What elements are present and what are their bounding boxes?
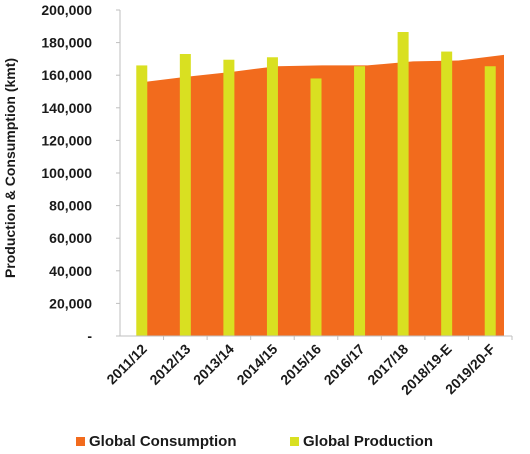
y-tick-label: 160,000 xyxy=(41,67,92,83)
y-tick-label: 200,000 xyxy=(41,2,92,18)
y-tick-label: 60,000 xyxy=(49,230,92,246)
legend-label-consumption: Global Consumption xyxy=(89,433,237,450)
bar-production-2019/20-F xyxy=(484,66,496,337)
y-tick-label: 140,000 xyxy=(41,100,92,116)
y-tick-label: 120,000 xyxy=(41,132,92,148)
legend-swatch-consumption xyxy=(76,437,85,446)
legend-label-production: Global Production xyxy=(303,433,433,450)
y-tick-label: 180,000 xyxy=(41,35,92,51)
x-tick-label: 2014/15 xyxy=(233,341,280,388)
bar-production-2011/12 xyxy=(136,65,148,337)
bar-production-2013/14 xyxy=(223,59,235,337)
x-tick-label: 2016/17 xyxy=(321,341,368,388)
x-tick-label: 2012/13 xyxy=(146,341,193,388)
bar-production-2016/17 xyxy=(354,66,366,337)
bar-production-2015/16 xyxy=(310,78,322,337)
y-tick-label: 20,000 xyxy=(49,295,92,311)
y-tick-label: 100,000 xyxy=(41,165,92,181)
chart-legend: Global Consumption Global Production xyxy=(76,433,433,450)
legend-swatch-production xyxy=(290,437,299,446)
bar-production-2018/19-E xyxy=(441,51,453,336)
bar-production-2017/18 xyxy=(397,32,409,336)
x-tick-label: 2011/12 xyxy=(103,341,150,388)
y-tick-label: 40,000 xyxy=(49,263,92,279)
x-tick-label: 2013/14 xyxy=(190,341,237,388)
y-axis-title: Production & Consumption (kmt) xyxy=(2,58,18,278)
y-tick-label: - xyxy=(87,328,92,344)
bar-production-2012/13 xyxy=(179,54,191,336)
bar-production-2014/15 xyxy=(266,57,278,337)
x-tick-label: 2015/16 xyxy=(277,341,324,388)
y-tick-label: 80,000 xyxy=(49,198,92,214)
